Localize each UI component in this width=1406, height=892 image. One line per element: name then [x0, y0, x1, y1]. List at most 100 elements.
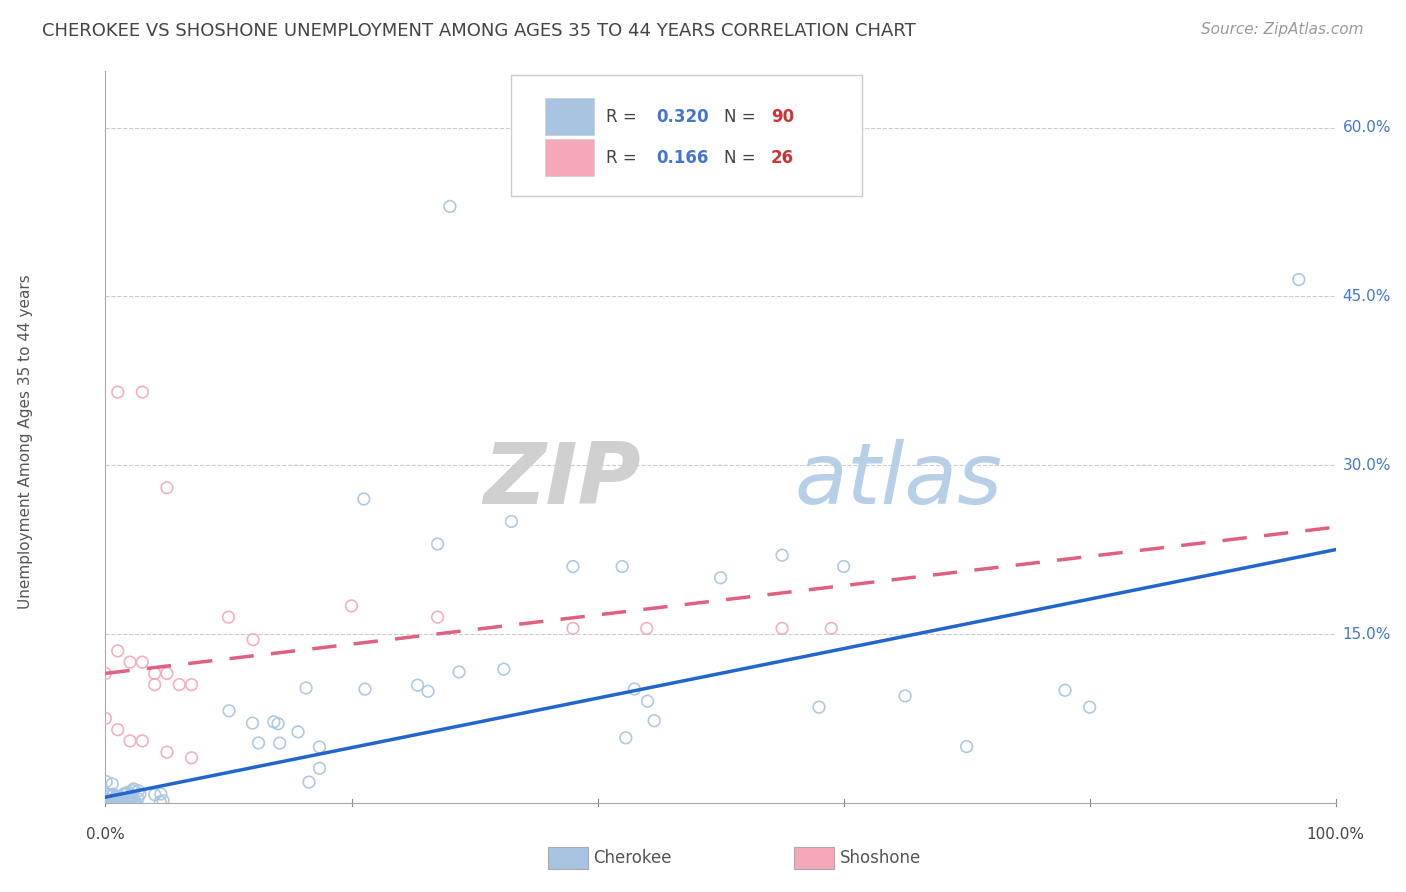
Point [149, 795, 172, 809]
Point [120, 792, 142, 806]
Point [124, 794, 146, 808]
Point [623, 681, 645, 696]
Point [104, 793, 127, 807]
Point [501, 515, 523, 529]
Text: 26: 26 [770, 149, 794, 167]
Point [103, 787, 125, 801]
FancyBboxPatch shape [512, 75, 862, 195]
Point [96, 794, 118, 808]
Point [156, 481, 179, 495]
Point [956, 739, 979, 754]
Point [118, 795, 141, 809]
Point [98, 795, 121, 809]
Point [101, 777, 124, 791]
Point [121, 789, 143, 803]
Point [242, 716, 264, 731]
Point [353, 491, 375, 506]
Point [143, 666, 166, 681]
Point [247, 736, 270, 750]
Point [105, 789, 128, 804]
Point [636, 621, 658, 635]
Point [122, 794, 145, 808]
Point [104, 793, 127, 807]
Point [101, 793, 124, 807]
Point [180, 751, 202, 765]
Point [610, 559, 633, 574]
Point [143, 788, 166, 802]
Point [308, 739, 330, 754]
Point [118, 795, 141, 809]
Point [439, 199, 461, 213]
Point [143, 678, 166, 692]
Point [104, 791, 127, 805]
Point [101, 789, 124, 803]
Point [131, 734, 153, 748]
Point [122, 790, 145, 805]
Point [832, 559, 855, 574]
Point [131, 655, 153, 669]
FancyBboxPatch shape [544, 98, 593, 135]
Point [107, 644, 129, 658]
Point [111, 792, 134, 806]
Point [98, 793, 121, 807]
Point [287, 725, 309, 739]
Point [263, 714, 285, 729]
Point [340, 599, 363, 613]
Point [1288, 272, 1310, 286]
Text: Source: ZipAtlas.com: Source: ZipAtlas.com [1201, 22, 1364, 37]
Text: 0.0%: 0.0% [86, 827, 125, 841]
Point [104, 794, 127, 808]
Point [562, 559, 585, 574]
Point [1078, 700, 1101, 714]
Point [710, 571, 733, 585]
Point [242, 632, 264, 647]
Point [416, 684, 439, 698]
Text: N =: N = [724, 149, 761, 167]
Point [426, 610, 449, 624]
Point [298, 775, 321, 789]
Point [115, 793, 138, 807]
Point [94, 711, 117, 725]
Point [614, 731, 637, 745]
Text: ZIP: ZIP [484, 440, 641, 523]
Text: 0.166: 0.166 [657, 149, 709, 167]
Point [117, 785, 139, 799]
Point [115, 786, 138, 800]
Point [295, 681, 318, 695]
Point [152, 794, 174, 808]
Point [98, 796, 121, 810]
Point [107, 385, 129, 400]
Point [149, 787, 172, 801]
Point [96, 774, 118, 789]
Point [114, 787, 136, 801]
Point [96, 788, 118, 802]
Point [269, 736, 291, 750]
Text: N =: N = [724, 108, 761, 126]
Point [218, 704, 240, 718]
Text: Unemployment Among Ages 35 to 44 years: Unemployment Among Ages 35 to 44 years [18, 274, 32, 609]
Point [98, 789, 121, 803]
Text: 30.0%: 30.0% [1343, 458, 1391, 473]
Point [156, 745, 179, 759]
Point [94, 666, 117, 681]
Point [562, 621, 585, 635]
Point [492, 662, 515, 676]
Point [131, 385, 153, 400]
Point [894, 689, 917, 703]
Point [637, 694, 659, 708]
Point [218, 610, 240, 624]
Point [111, 795, 134, 809]
Point [180, 678, 202, 692]
Text: 100.0%: 100.0% [1306, 827, 1365, 841]
Point [406, 678, 429, 692]
Point [114, 788, 136, 802]
Point [1054, 683, 1077, 698]
Point [120, 789, 142, 804]
Point [643, 714, 665, 728]
Point [447, 665, 470, 679]
Point [308, 761, 330, 775]
Point [121, 783, 143, 797]
Text: R =: R = [606, 108, 643, 126]
Text: Cherokee: Cherokee [593, 849, 672, 867]
Point [94, 792, 117, 806]
